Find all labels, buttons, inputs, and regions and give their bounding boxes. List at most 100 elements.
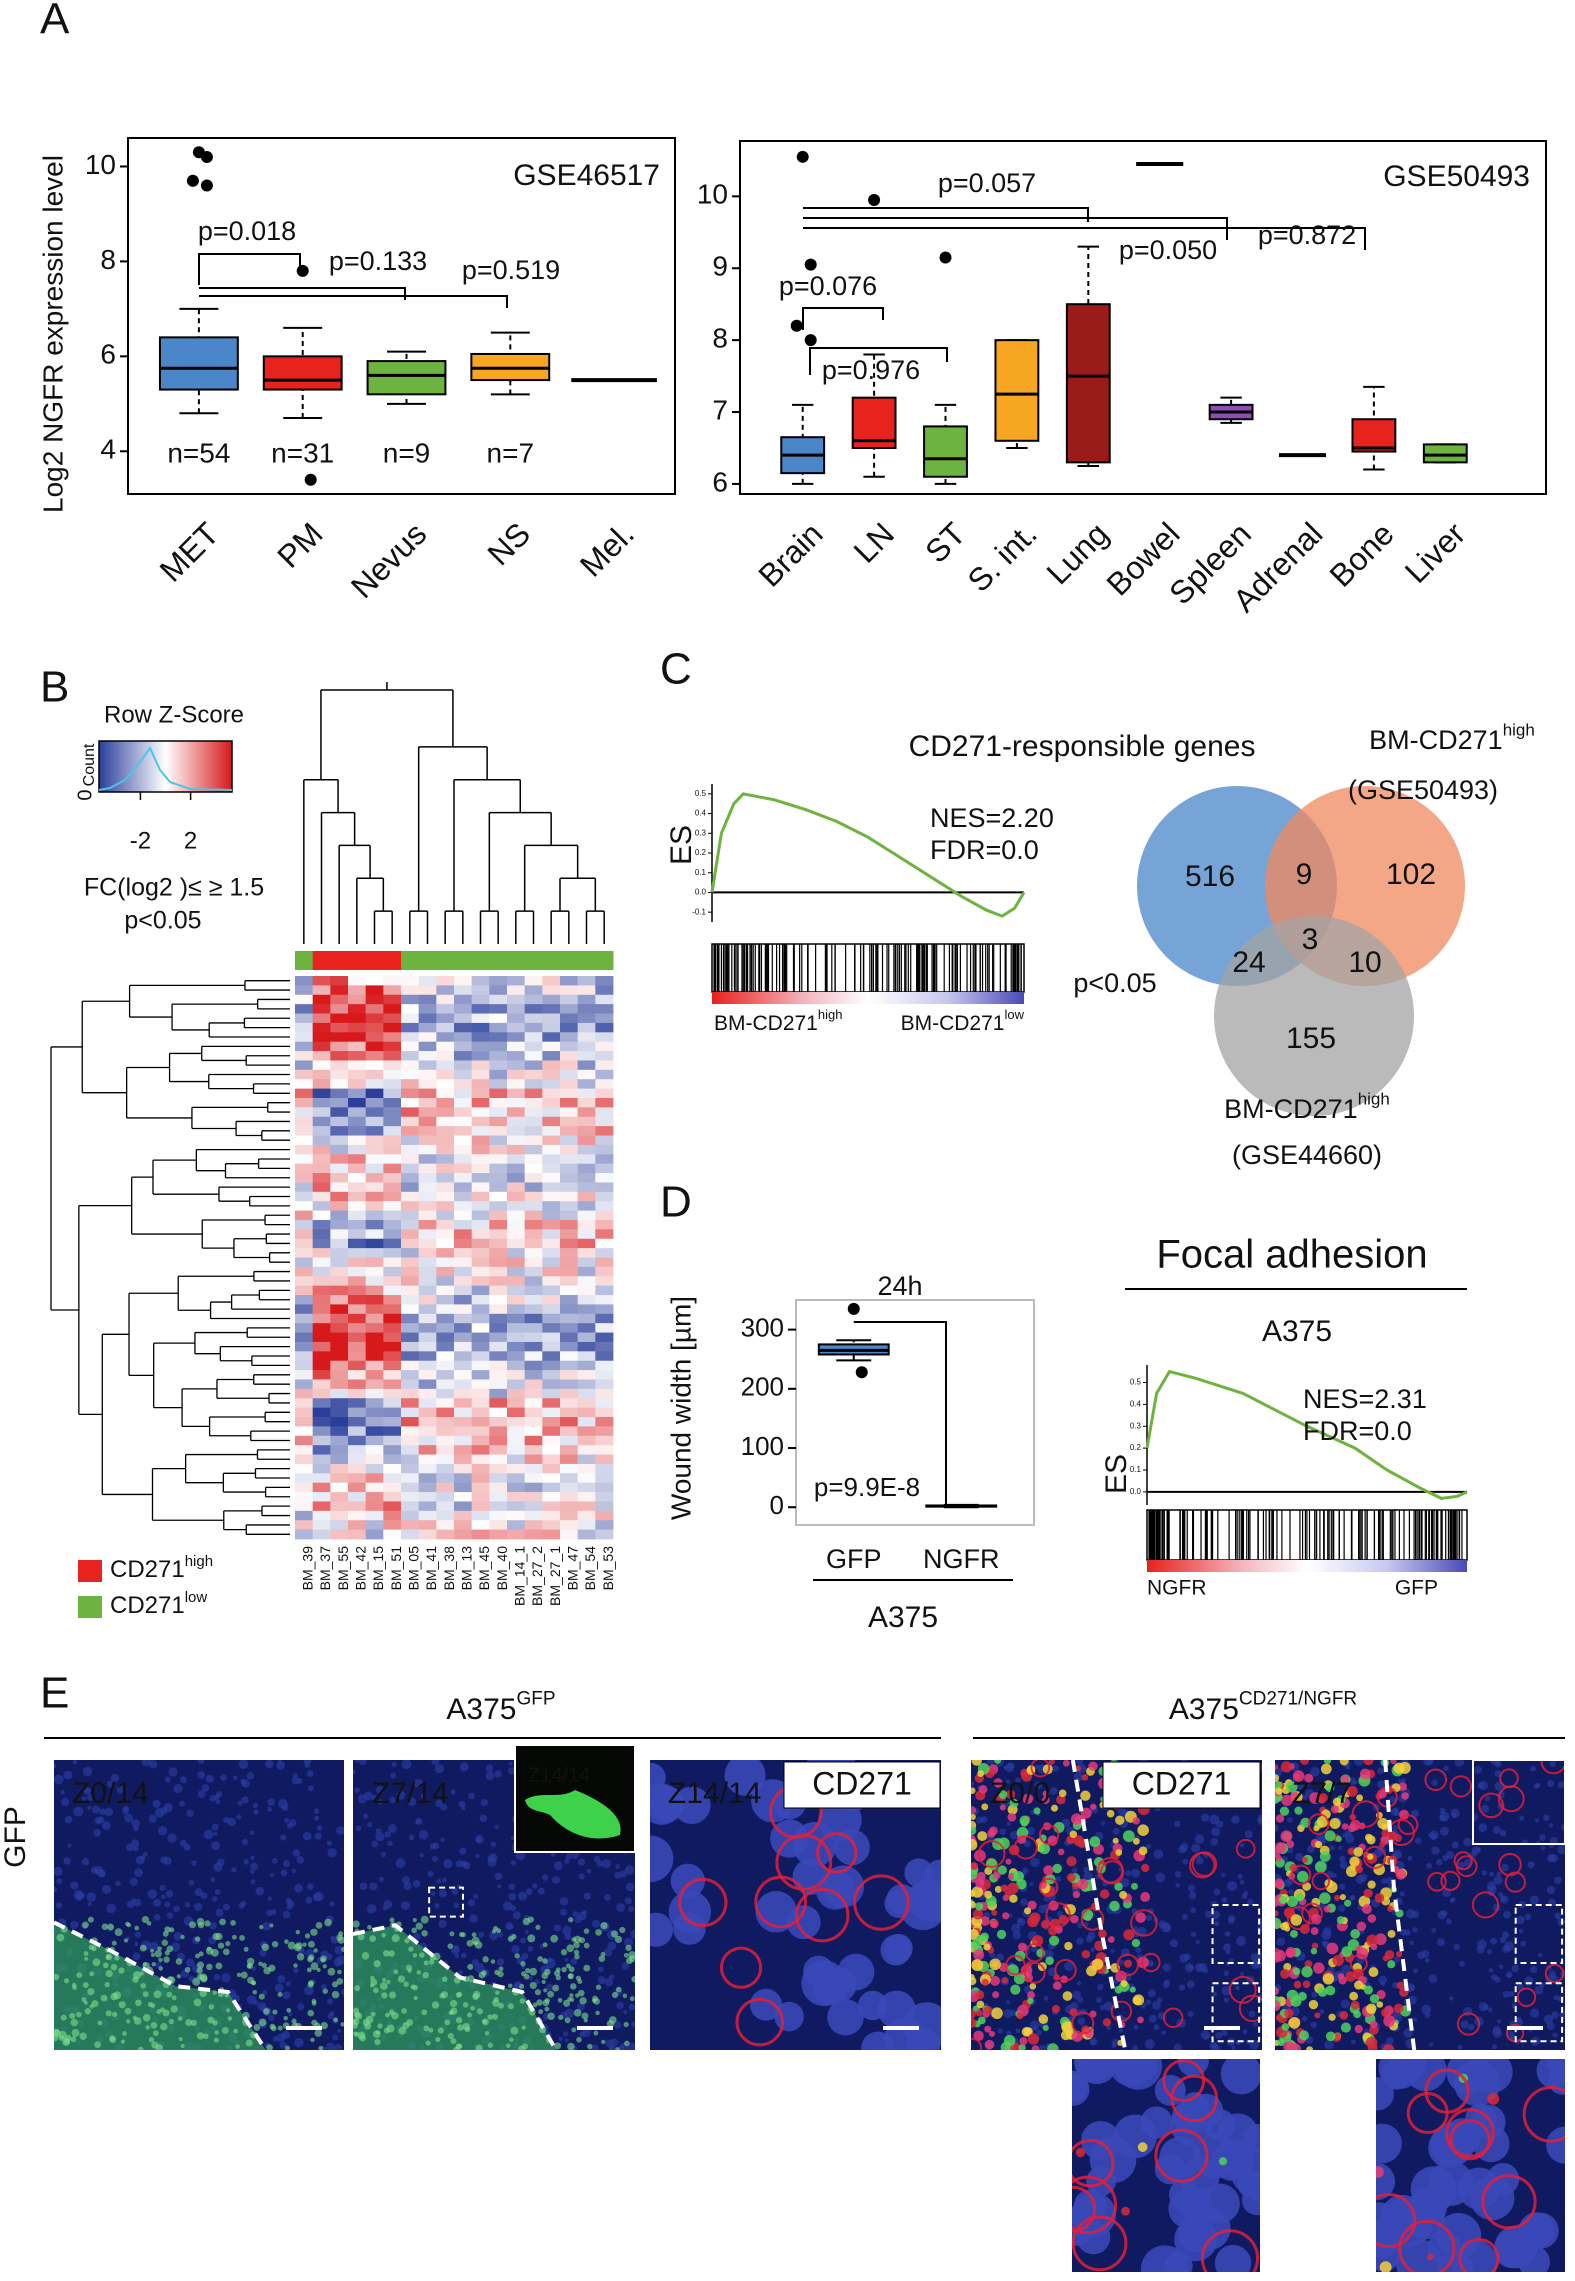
- heatmap-cell: [595, 1229, 614, 1240]
- gfp-cell: [245, 2039, 253, 2047]
- heatmap-cell: [418, 1004, 437, 1014]
- heatmap-cell: [489, 1370, 508, 1380]
- stained-cell: [971, 1813, 976, 1820]
- heatmap-cell: [577, 1379, 596, 1390]
- nucleus: [1359, 1873, 1368, 1882]
- heatmap-cell: [330, 1276, 349, 1287]
- gfp-cell: [543, 1988, 548, 1993]
- heatmap-cell: [330, 1454, 349, 1465]
- nucleus: [630, 1929, 635, 1939]
- nucleus: [1339, 1861, 1348, 1869]
- image-label: Z14/14: [668, 1777, 761, 1810]
- heatmap-cell: [454, 994, 473, 1005]
- heatmap-cell: [295, 985, 314, 996]
- nucleus: [1478, 1823, 1488, 1833]
- nucleus: [1324, 2039, 1334, 2050]
- gfp-cell: [322, 1964, 327, 1969]
- gfp-cell: [272, 2009, 278, 2015]
- heatmap-cell: [418, 1417, 437, 1427]
- stained-cell: [1294, 1806, 1303, 1815]
- heatmap-cell: [507, 985, 526, 996]
- gfp-cell: [357, 1933, 365, 1941]
- nucleus: [184, 1902, 191, 1908]
- nucleus: [87, 1901, 92, 1907]
- membrane: [1453, 1851, 1473, 1871]
- gfp-cell: [575, 1993, 580, 1998]
- heatmap-cell: [471, 1079, 490, 1089]
- membrane: [853, 1874, 910, 1931]
- heatmap-cell: [295, 1248, 314, 1258]
- heatmap-cell: [330, 1257, 349, 1268]
- y-tick-label: 6: [100, 339, 116, 370]
- gfp-cell: [175, 1958, 183, 1965]
- heatmap-cell: [401, 1332, 420, 1343]
- heatmap-cell: [401, 1219, 420, 1230]
- heatmap-cell: [542, 1510, 561, 1521]
- heatmap-cell: [330, 1116, 349, 1127]
- nucleus: [1252, 2021, 1259, 2027]
- heatmap-cell: [312, 1210, 331, 1221]
- nucleus: [1221, 2029, 1228, 2037]
- heatmap-cell: [312, 1285, 331, 1296]
- heatmap-cell: [577, 1454, 596, 1465]
- heatmap-cell: [524, 1341, 543, 1352]
- gfp-cell: [318, 2045, 324, 2050]
- heatmap-cell: [560, 1032, 579, 1043]
- nucleus: [1548, 1823, 1554, 1828]
- nucleus: [326, 1840, 332, 1846]
- heatmap-cell: [330, 1510, 349, 1521]
- gfp-cell: [561, 1966, 567, 1973]
- heatmap-cell: [471, 1069, 490, 1080]
- stained-cell: [977, 1831, 988, 1842]
- heatmap-cell: [489, 1304, 508, 1315]
- heatmap-cell: [560, 1144, 579, 1155]
- stain-box: [783, 1761, 941, 1809]
- nucleus: [215, 1908, 224, 1917]
- sample-label: BM_54: [582, 1546, 598, 1591]
- y-tick-label: 8: [100, 244, 116, 275]
- stained-cell: [1356, 1794, 1363, 1802]
- nucleus: [541, 1874, 549, 1881]
- nucleus: [377, 1799, 383, 1805]
- nucleus: [1152, 2001, 1161, 2010]
- nucleus: [1546, 1885, 1555, 1895]
- nucleus: [508, 1767, 516, 1775]
- heatmap-cell: [507, 1229, 526, 1240]
- nucleus: [60, 1790, 65, 1795]
- heatmap-cell: [418, 1398, 437, 1409]
- p-value: p=0.976: [822, 355, 920, 385]
- x-tick-label: LN: [847, 515, 901, 569]
- outlier: [804, 258, 817, 271]
- membrane: [1189, 1852, 1216, 1879]
- stained-cell: [1393, 2003, 1404, 2014]
- chart-title: GSE46517: [513, 159, 660, 192]
- heatmap-cell: [595, 1407, 614, 1418]
- nes-label: NES=2.20: [930, 803, 1054, 833]
- nucleus: [1240, 1972, 1245, 1977]
- gfp-cell: [341, 1946, 344, 1952]
- heatmap-cell: [330, 1219, 349, 1230]
- nucleus: [545, 1958, 556, 1969]
- heatmap-cell: [542, 1191, 561, 1202]
- stained-cell: [1027, 2033, 1040, 2045]
- nucleus: [1276, 1937, 1286, 1946]
- nucleus: [110, 1773, 120, 1783]
- heatmap-cell: [577, 1004, 596, 1014]
- gfp-cell: [413, 1995, 418, 2001]
- nucleus: [1457, 2044, 1463, 2050]
- nucleus: [1076, 1937, 1084, 1945]
- stained-cell: [1109, 1900, 1120, 1912]
- heatmap-cell: [454, 1473, 473, 1484]
- stained-cell: [1135, 1912, 1146, 1923]
- nucleus: [1133, 1926, 1138, 1931]
- heatmap-cell: [577, 1032, 596, 1043]
- gfp-cell: [571, 2027, 577, 2033]
- nucleus: [334, 1946, 343, 1955]
- stained-cell: [1356, 1921, 1367, 1932]
- heatmap-cell: [365, 1013, 384, 1024]
- heatmap-cell: [542, 1060, 561, 1071]
- nucleus: [603, 1948, 612, 1957]
- nucleus: [1453, 1943, 1460, 1951]
- stained-cell: [1310, 1947, 1318, 1955]
- gfp-cell: [370, 1975, 375, 1981]
